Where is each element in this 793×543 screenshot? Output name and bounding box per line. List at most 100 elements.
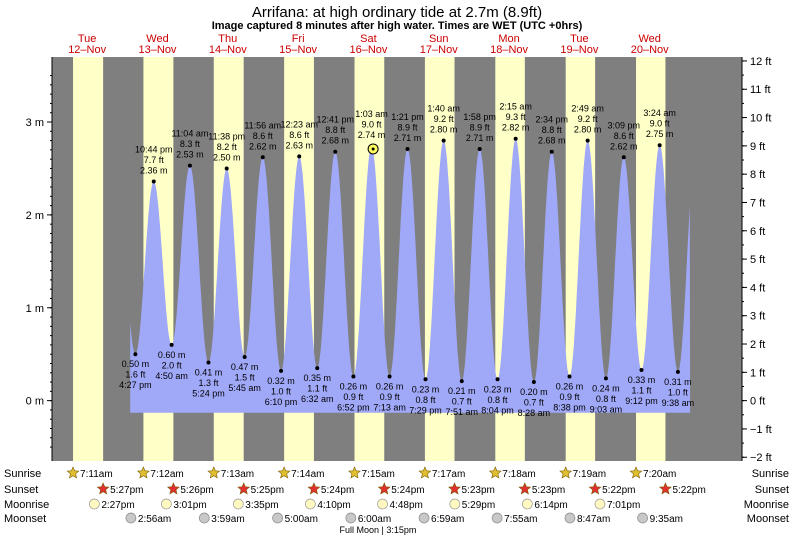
low-tide-label: 1.1 ft bbox=[307, 384, 328, 394]
daylight-band bbox=[73, 57, 104, 461]
tide-extreme-dot bbox=[441, 138, 446, 143]
low-tide-label: 0.7 ft bbox=[452, 397, 473, 407]
low-tide-label: 0.9 ft bbox=[560, 392, 581, 402]
sunrise-time: 7:18am bbox=[502, 469, 535, 480]
day-name: Thu bbox=[218, 33, 237, 45]
right-axis-tick-label: −2 ft bbox=[750, 452, 772, 464]
moonset-time: 2:56am bbox=[138, 514, 171, 525]
moonset-row-label: Moonset bbox=[4, 513, 46, 525]
high-tide-label: 8.8 ft bbox=[325, 125, 346, 135]
sunrise-icon bbox=[629, 466, 643, 479]
high-tide-label: 9.3 ft bbox=[506, 112, 527, 122]
sunrise-row-label: Sunrise bbox=[4, 468, 41, 480]
high-tide-label: 12:41 pm bbox=[317, 115, 355, 125]
moonset-icon bbox=[198, 512, 210, 524]
low-tide-label: 0.8 ft bbox=[596, 394, 617, 404]
low-tide-label: 0.41 m bbox=[195, 368, 223, 378]
day-date: 14–Nov bbox=[209, 44, 247, 56]
chart-title: Arrifana: at high ordinary tide at 2.7m … bbox=[252, 4, 542, 21]
day-date: 19–Nov bbox=[560, 44, 598, 56]
tide-extreme-dot bbox=[351, 374, 356, 379]
high-tide-label: 7.7 ft bbox=[144, 155, 165, 165]
sunrise-icon bbox=[207, 466, 221, 479]
high-tide-label: 9.2 ft bbox=[578, 114, 599, 124]
high-tide-label: 2.74 m bbox=[358, 130, 386, 140]
tide-extreme-dot bbox=[260, 155, 265, 160]
high-tide-label: 9.0 ft bbox=[650, 119, 671, 129]
tide-extreme-dot bbox=[531, 380, 536, 385]
left-axis-tick-label: 0 m bbox=[26, 396, 44, 408]
left-axis: 0 m 1 m 2 m 3 m bbox=[26, 57, 53, 461]
right-axis-tick-label: 6 ft bbox=[750, 226, 765, 238]
low-tide-label: 8:38 pm bbox=[553, 402, 586, 412]
sunrise-row-label-right: Sunrise bbox=[752, 468, 789, 480]
moonrise-icon bbox=[521, 498, 533, 510]
right-axis-tick-label: 5 ft bbox=[750, 254, 765, 266]
high-tide-label: 2.68 m bbox=[538, 136, 566, 146]
tide-extreme-dot bbox=[657, 143, 662, 148]
tide-extreme-dot bbox=[279, 368, 284, 373]
moonrise-icon bbox=[449, 498, 461, 510]
right-axis-tick-label: 0 ft bbox=[750, 396, 765, 408]
moonset-time: 3:59am bbox=[211, 514, 244, 525]
day-name: Wed bbox=[146, 33, 168, 45]
tide-extreme-dot bbox=[621, 155, 626, 160]
day-name: Wed bbox=[638, 33, 660, 45]
moonset-icon bbox=[418, 512, 430, 524]
low-tide-label: 6:10 pm bbox=[265, 397, 298, 407]
high-tide-label: 2.62 m bbox=[610, 141, 638, 151]
sunset-row-label: Sunset bbox=[4, 484, 38, 496]
sunrise-time: 7:20am bbox=[643, 469, 676, 480]
sunset-row-label-right: Sunset bbox=[755, 484, 789, 496]
high-tide-label: 2.68 m bbox=[322, 136, 350, 146]
high-tide-label: 8.6 ft bbox=[614, 131, 635, 141]
moonrise-icon bbox=[304, 498, 316, 510]
high-tide-label: 11:56 am bbox=[244, 120, 281, 130]
sunrise-icon bbox=[66, 466, 80, 479]
current-tide-marker-center bbox=[371, 147, 375, 151]
low-tide-label: 4:27 pm bbox=[119, 380, 152, 390]
moonrise-row-label-right: Moonrise bbox=[744, 499, 789, 511]
low-tide-label: 0.21 m bbox=[448, 386, 476, 396]
high-tide-label: 1:03 am bbox=[355, 109, 388, 119]
high-tide-label: 11:04 am bbox=[171, 129, 208, 139]
day-name: Sun bbox=[429, 33, 449, 45]
day-name: Tue bbox=[570, 33, 589, 45]
moonrise-time: 2:27pm bbox=[101, 500, 134, 511]
sunset-icon bbox=[658, 482, 672, 495]
sunrise-time: 7:12am bbox=[150, 469, 183, 480]
moonset-time: 6:00am bbox=[358, 514, 391, 525]
low-tide-label: 0.26 m bbox=[340, 381, 368, 391]
tide-extreme-dot bbox=[169, 342, 174, 347]
right-axis-tick-label: 7 ft bbox=[750, 197, 765, 209]
low-tide-label: 1.3 ft bbox=[198, 378, 219, 388]
moonrise-icon bbox=[88, 498, 100, 510]
right-axis-tick-label: 1 ft bbox=[750, 367, 765, 379]
almanac: Sunrise Sunset Moonrise Moonset Sunrise Sunse… bbox=[4, 466, 789, 535]
day-date: 18–Nov bbox=[490, 44, 528, 56]
moonrise-time: 5:29pm bbox=[462, 500, 495, 511]
day-date: 12–Nov bbox=[68, 44, 106, 56]
tide-extreme-dot bbox=[639, 367, 644, 372]
tide-extreme-dot bbox=[405, 146, 410, 151]
day-name: Fri bbox=[292, 33, 305, 45]
day-date: 15–Nov bbox=[279, 44, 317, 56]
tide-extreme-dot bbox=[675, 369, 680, 374]
low-tide-label: 0.9 ft bbox=[380, 392, 401, 402]
tide-extreme-dot bbox=[477, 146, 482, 151]
sunset-icon bbox=[166, 482, 180, 495]
high-tide-label: 2.36 m bbox=[140, 165, 168, 175]
right-axis-tick-label: −1 ft bbox=[750, 424, 772, 436]
low-tide-label: 0.32 m bbox=[267, 376, 295, 386]
left-axis-tick-label: 1 m bbox=[26, 303, 44, 315]
moonset-time: 9:35am bbox=[650, 514, 683, 525]
tide-extreme-dot bbox=[333, 149, 338, 154]
low-tide-label: 0.7 ft bbox=[524, 398, 545, 408]
moonrise-time: 3:35pm bbox=[245, 500, 278, 511]
high-tide-label: 2.80 m bbox=[574, 125, 602, 135]
sunset-icon bbox=[588, 482, 602, 495]
high-tide-label: 2.53 m bbox=[176, 150, 204, 160]
moonset-icon bbox=[125, 512, 137, 524]
high-tide-label: 1:58 pm bbox=[463, 112, 496, 122]
